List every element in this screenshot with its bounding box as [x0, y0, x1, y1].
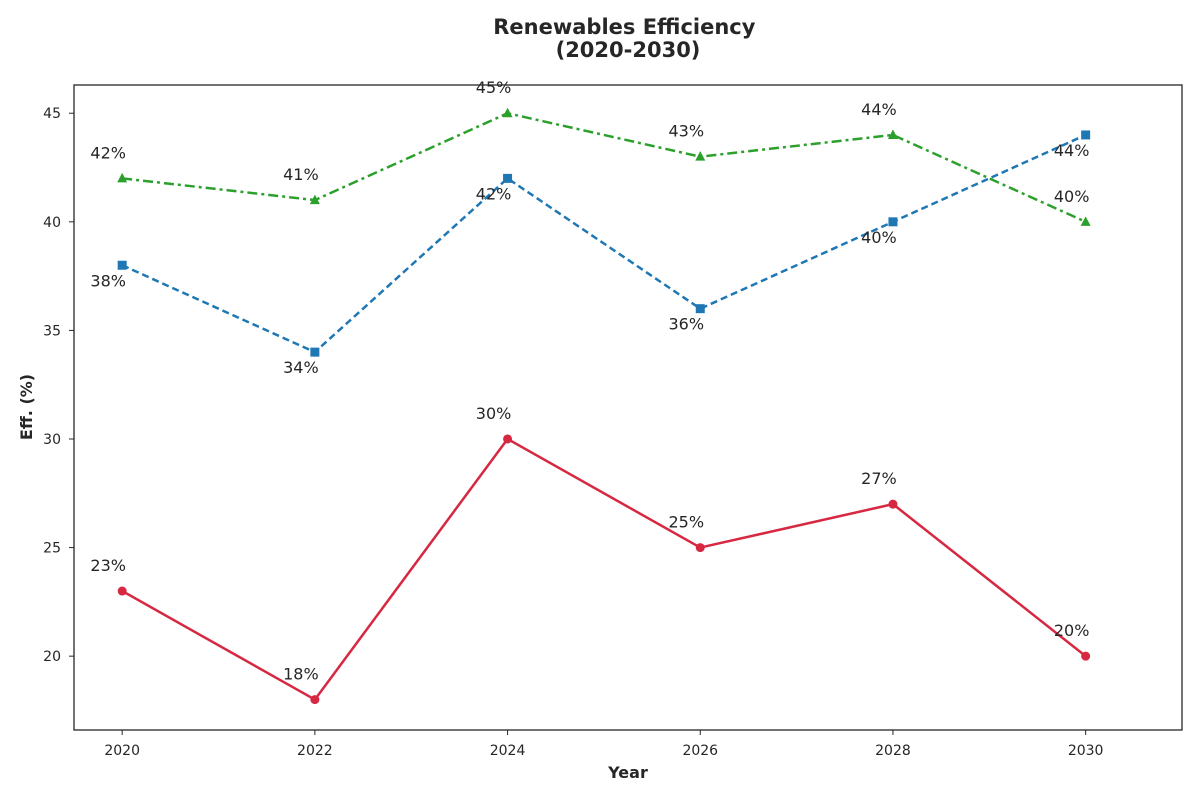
data-point: [310, 347, 320, 357]
series-line: [121, 437, 1087, 701]
y-axis-label: Eff. (%): [17, 374, 36, 440]
data-label: 27%: [861, 469, 897, 488]
data-point: [695, 543, 705, 553]
data-point: [1081, 651, 1091, 661]
y-axis-ticks: 20 25 30 35 40 45: [43, 106, 74, 665]
data-label: 38%: [90, 271, 126, 290]
data-label: 25%: [668, 513, 704, 532]
chart-title-line-2: (2020-2030): [556, 38, 701, 62]
x-tick-label: 2024: [490, 743, 526, 759]
series-2: 38% 34% 42% 36% 40% 44%: [90, 130, 1091, 377]
series-3: 42% 41% 45% 43% 44% 40%: [90, 78, 1091, 226]
data-label: 30%: [476, 404, 512, 423]
data-label: 36%: [668, 315, 704, 334]
data-point: [1081, 130, 1091, 140]
series-1: 23% 18% 30% 25% 27% 20%: [90, 404, 1091, 705]
data-label: 42%: [90, 143, 126, 162]
data-label: 43%: [668, 122, 704, 141]
x-tick-label: 2030: [1068, 743, 1104, 759]
x-axis-label: Year: [607, 763, 648, 782]
data-label: 20%: [1054, 621, 1090, 640]
data-point: [310, 695, 320, 705]
data-point: [117, 172, 128, 183]
data-point: [1080, 216, 1091, 226]
data-label: 18%: [283, 665, 319, 684]
data-label: 23%: [90, 556, 126, 575]
data-point: [503, 434, 513, 444]
data-point: [695, 304, 705, 314]
data-label: 44%: [861, 100, 897, 119]
x-axis-ticks: 2020 2022 2024 2026 2028 2030: [104, 730, 1103, 759]
data-label: 41%: [283, 165, 319, 184]
y-tick-label: 40: [43, 215, 61, 231]
chart-title-line-1: Renewables Efficiency: [493, 15, 756, 39]
y-tick-label: 20: [43, 649, 61, 665]
series-layer: 23%18%30%25%27%20%38%34%42%36%40%44%42%4…: [90, 78, 1091, 705]
data-point: [503, 173, 513, 183]
data-label: 45%: [476, 78, 512, 97]
x-tick-label: 2020: [104, 743, 140, 759]
series-line: [121, 133, 1087, 354]
data-label: 44%: [1054, 141, 1090, 160]
y-tick-label: 25: [43, 541, 61, 557]
y-tick-label: 45: [43, 106, 61, 122]
data-point: [888, 499, 898, 509]
data-point: [117, 586, 127, 596]
data-point: [309, 194, 320, 205]
chart-title: Renewables Efficiency (2020-2030): [493, 15, 763, 62]
data-point: [502, 107, 513, 118]
data-point: [888, 217, 898, 227]
data-point: [117, 260, 127, 270]
y-tick-label: 30: [43, 432, 61, 448]
data-label: 40%: [1054, 187, 1090, 206]
x-tick-label: 2022: [297, 743, 333, 759]
series-line: [122, 111, 1087, 223]
x-tick-label: 2028: [875, 743, 911, 759]
data-point: [695, 151, 706, 161]
plot-area-frame: [73, 84, 1183, 731]
data-label: 42%: [476, 184, 512, 203]
data-point: [887, 129, 898, 139]
data-label: 40%: [861, 228, 897, 247]
x-tick-label: 2026: [682, 743, 718, 759]
data-label: 34%: [283, 358, 319, 377]
y-tick-label: 35: [43, 323, 61, 339]
